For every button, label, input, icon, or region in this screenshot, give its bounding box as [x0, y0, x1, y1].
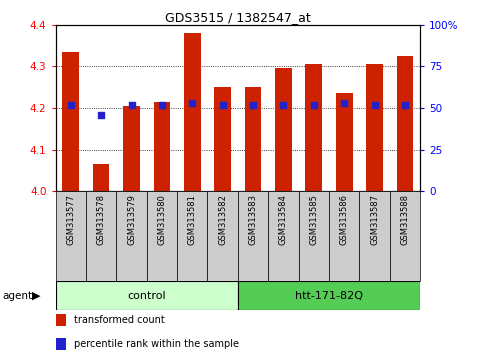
Bar: [238, 281, 420, 310]
Point: [219, 102, 227, 108]
Bar: [184, 33, 200, 191]
Bar: [359, 191, 390, 281]
Text: GSM313586: GSM313586: [340, 194, 349, 245]
Point: [371, 102, 379, 108]
Point: [280, 102, 287, 108]
Point: [67, 102, 74, 108]
Point: [341, 100, 348, 106]
Bar: [93, 164, 110, 191]
Text: GSM313587: GSM313587: [370, 194, 379, 245]
Point: [249, 102, 257, 108]
Text: GSM313577: GSM313577: [66, 194, 75, 245]
Text: percentile rank within the sample: percentile rank within the sample: [74, 339, 239, 349]
Text: htt-171-82Q: htt-171-82Q: [295, 291, 363, 301]
Point: [128, 102, 135, 108]
Bar: [123, 106, 140, 191]
Bar: [147, 191, 177, 281]
Point: [310, 102, 318, 108]
Point: [188, 100, 196, 106]
Bar: [397, 56, 413, 191]
Bar: [62, 52, 79, 191]
Text: agent: agent: [2, 291, 32, 301]
Bar: [177, 191, 208, 281]
Bar: [208, 191, 238, 281]
Bar: [56, 338, 67, 350]
Point: [97, 112, 105, 118]
Bar: [214, 87, 231, 191]
Bar: [238, 191, 268, 281]
Bar: [275, 68, 292, 191]
Text: transformed count: transformed count: [74, 315, 165, 325]
Bar: [390, 191, 420, 281]
Bar: [56, 281, 238, 310]
Text: GSM313582: GSM313582: [218, 194, 227, 245]
Text: GSM313581: GSM313581: [188, 194, 197, 245]
Bar: [56, 191, 86, 281]
Bar: [154, 102, 170, 191]
Text: GSM313585: GSM313585: [309, 194, 318, 245]
Bar: [56, 314, 67, 326]
Title: GDS3515 / 1382547_at: GDS3515 / 1382547_at: [165, 11, 311, 24]
Bar: [305, 64, 322, 191]
Bar: [245, 87, 261, 191]
Text: GSM313588: GSM313588: [400, 194, 410, 245]
Bar: [86, 191, 116, 281]
Text: control: control: [128, 291, 166, 301]
Bar: [116, 191, 147, 281]
Point: [158, 102, 166, 108]
Bar: [366, 64, 383, 191]
Bar: [336, 93, 353, 191]
Bar: [298, 191, 329, 281]
Bar: [329, 191, 359, 281]
Bar: [268, 191, 298, 281]
Text: ▶: ▶: [32, 291, 41, 301]
Point: [401, 102, 409, 108]
Text: GSM313580: GSM313580: [157, 194, 167, 245]
Text: GSM313583: GSM313583: [249, 194, 257, 245]
Text: GSM313579: GSM313579: [127, 194, 136, 245]
Text: GSM313578: GSM313578: [97, 194, 106, 245]
Text: GSM313584: GSM313584: [279, 194, 288, 245]
